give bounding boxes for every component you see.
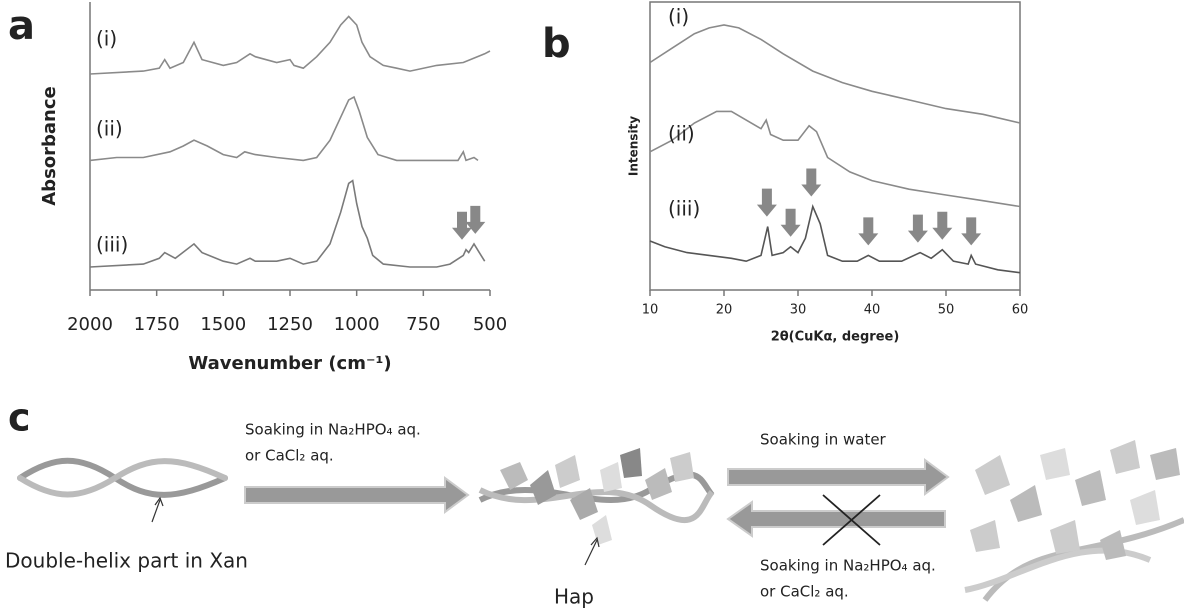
x-tick-label: 40 — [864, 303, 881, 318]
step-text: Soaking in Na₂HPO₄ aq. — [245, 421, 421, 439]
x-tick-label: 500 — [473, 314, 507, 335]
panel-label: c — [8, 396, 31, 440]
pointer — [151, 499, 161, 523]
x-tick-label: 1000 — [334, 314, 380, 335]
step-text: Soaking in Na₂HPO₄ aq. — [760, 557, 936, 575]
series-label: (iii) — [96, 233, 128, 257]
hap-helix — [478, 448, 715, 545]
spectrum-line — [89, 179, 486, 268]
panel-label: b — [542, 21, 571, 67]
series-label: (iii) — [668, 197, 700, 221]
step-text: Soaking in water — [760, 431, 887, 449]
peak-arrow — [907, 214, 928, 243]
x-tick-label: 60 — [1012, 303, 1029, 318]
y-axis-label: Intensity — [627, 116, 641, 176]
x-tick-label: 30 — [790, 303, 807, 318]
pointer-head — [154, 496, 164, 507]
x-tick-label: 10 — [642, 303, 659, 318]
series-label: (i) — [668, 5, 689, 29]
peak-arrow — [961, 217, 982, 246]
peak-arrow — [756, 188, 777, 217]
step-text: or CaCl₂ aq. — [760, 583, 849, 601]
series-label: (i) — [96, 27, 117, 51]
spectrum-line — [649, 24, 1021, 124]
spectrum-line — [89, 15, 491, 75]
panel-label: a — [8, 3, 35, 49]
process-arrow — [726, 500, 946, 538]
x-tick-label: 50 — [938, 303, 955, 318]
helix-label: Double-helix part in Xan — [5, 549, 248, 573]
double-helix — [17, 457, 228, 498]
peak-arrow — [858, 217, 879, 246]
x-axis-label: Wavenumber (cm⁻¹) — [188, 353, 391, 374]
step-text: or CaCl₂ aq. — [245, 447, 334, 465]
process-arrow — [244, 476, 470, 514]
series-label: (ii) — [668, 122, 695, 146]
x-tick-label: 1750 — [134, 314, 180, 335]
x-tick-label: 1250 — [267, 314, 313, 335]
hap-dispersed — [964, 440, 1184, 602]
x-axis-label: 2θ(CuKα, degree) — [771, 330, 900, 345]
x-tick-label: 750 — [406, 314, 440, 335]
x-tick-label: 1500 — [200, 314, 246, 335]
x-tick-label: 2000 — [67, 314, 113, 335]
peak-arrow — [465, 205, 486, 234]
cross — [822, 494, 881, 546]
x-tick-label: 20 — [716, 303, 733, 318]
hap-label: Hap — [554, 585, 594, 609]
peak-arrow — [932, 211, 953, 240]
pointer — [584, 539, 598, 566]
spectrum-line — [649, 110, 1021, 208]
peak-arrow — [452, 211, 472, 240]
peak-arrow — [801, 168, 822, 197]
series-label: (ii) — [96, 117, 123, 141]
process-arrow — [727, 458, 950, 496]
pointer-head — [590, 536, 600, 548]
y-axis-label: Absorbance — [39, 86, 60, 206]
peak-arrow — [780, 208, 801, 237]
plot-frame — [649, 1, 1021, 291]
diagram: c Double-helix part in Xan Soaking in Na… — [5, 396, 1184, 609]
spectrum-line — [649, 203, 1021, 274]
spectrum-line — [89, 95, 479, 162]
